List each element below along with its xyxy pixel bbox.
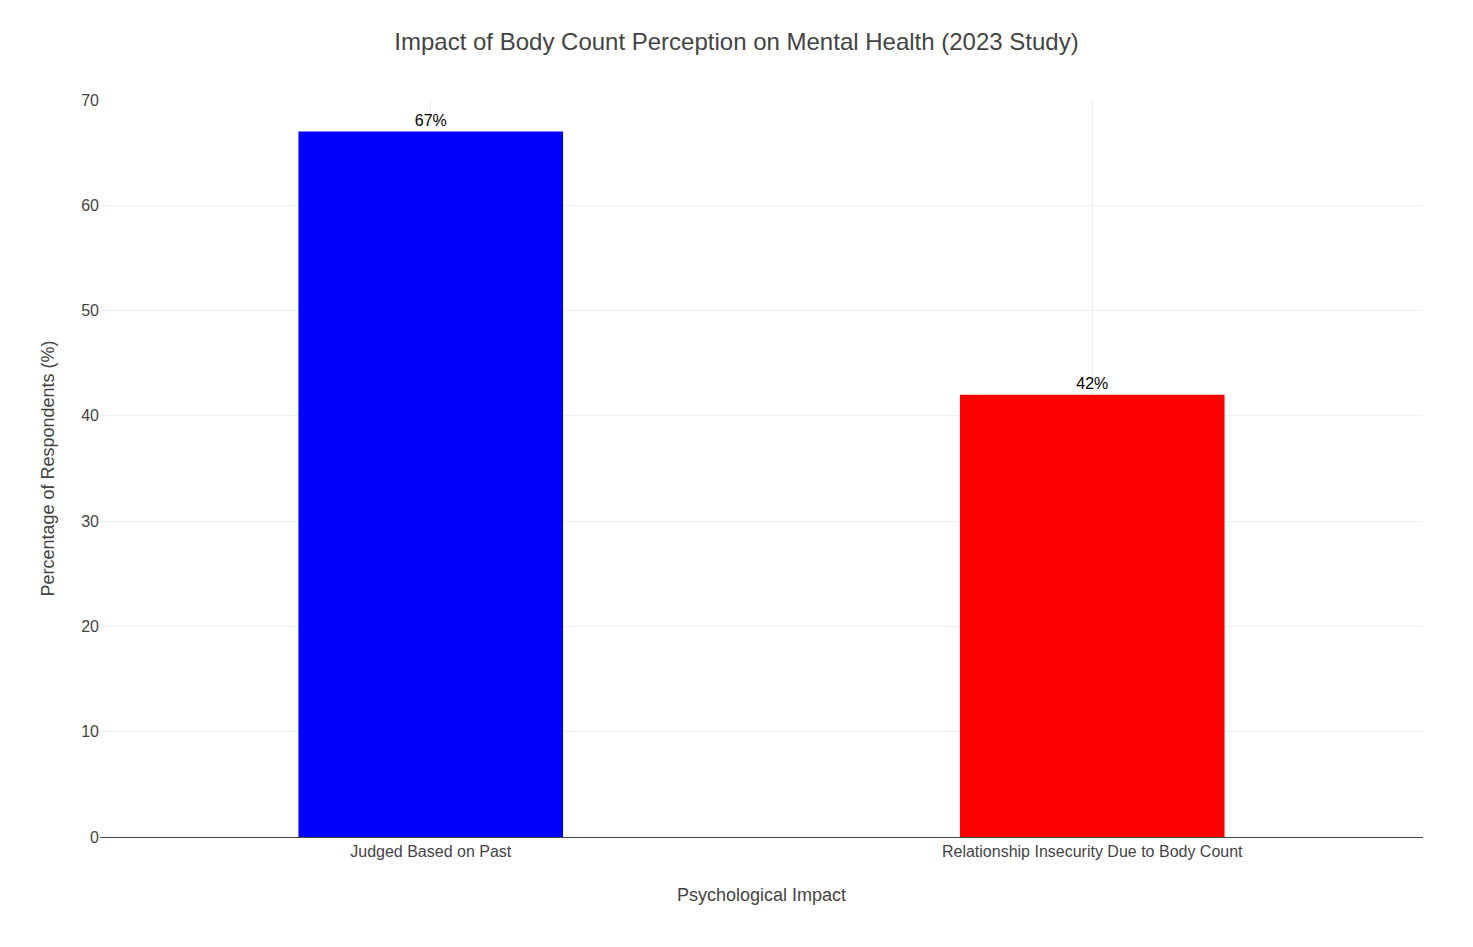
svg-text:70: 70 — [81, 92, 99, 109]
svg-text:Judged Based on Past: Judged Based on Past — [350, 843, 512, 860]
svg-text:50: 50 — [81, 302, 99, 319]
svg-text:10: 10 — [81, 723, 99, 740]
svg-text:Relationship Insecurity Due to: Relationship Insecurity Due to Body Coun… — [942, 843, 1243, 860]
svg-text:60: 60 — [81, 197, 99, 214]
svg-text:30: 30 — [81, 513, 99, 530]
svg-text:20: 20 — [81, 618, 99, 635]
svg-text:67%: 67% — [415, 112, 447, 129]
svg-text:Impact of Body Count Perceptio: Impact of Body Count Perception on Menta… — [394, 28, 1078, 55]
svg-text:40: 40 — [81, 407, 99, 424]
svg-text:Psychological Impact: Psychological Impact — [677, 885, 846, 905]
svg-text:0: 0 — [90, 829, 99, 846]
svg-text:42%: 42% — [1076, 375, 1108, 392]
svg-text:Percentage of Respondents (%): Percentage of Respondents (%) — [38, 340, 58, 596]
